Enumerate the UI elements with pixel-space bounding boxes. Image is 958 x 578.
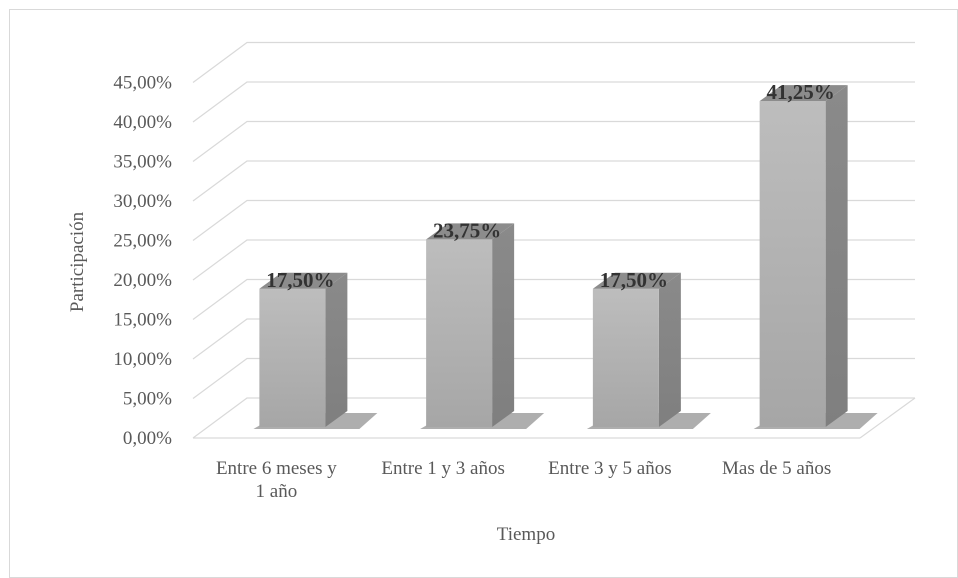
gridline (192, 199, 915, 241)
x-tick-label: Mas de 5 años (722, 458, 831, 479)
y-tick-label: 45,00% (113, 73, 172, 94)
bar-front (759, 101, 826, 427)
y-tick-label: 40,00% (113, 112, 172, 133)
bars (253, 85, 878, 429)
y-tick-label: 30,00% (113, 191, 172, 212)
data-label: 41,25% (767, 80, 835, 104)
y-tick-label: 35,00% (113, 152, 172, 173)
y-tick-label: 15,00% (113, 310, 172, 331)
bar-side (325, 272, 348, 427)
gridline (192, 41, 915, 83)
bar-top (259, 272, 348, 289)
y-tick-label: 10,00% (113, 349, 172, 370)
y-tick-label: 25,00% (113, 231, 172, 252)
floor-side-edge (859, 397, 916, 439)
bar-top (759, 85, 848, 102)
gridline (192, 318, 915, 360)
bar-front (592, 288, 659, 427)
bar-4 (753, 85, 878, 429)
bar-front (426, 239, 493, 427)
gridline (192, 357, 915, 399)
y-axis-title: Participación (67, 211, 88, 312)
bar-2 (420, 223, 545, 429)
data-labels: 17,50% 23,75% 17,50% 41,25% (266, 80, 835, 292)
bar-side (492, 223, 515, 427)
y-tick-label: 0,00% (123, 428, 172, 449)
gridlines (192, 41, 916, 439)
data-label: 23,75% (433, 218, 501, 242)
bar-1 (253, 272, 378, 429)
data-label: 17,50% (600, 268, 668, 292)
bar-top (426, 223, 515, 240)
gridline (192, 81, 915, 123)
bar-3 (586, 272, 711, 429)
y-axis-ticks: 0,00% 5,00% 10,00% 15,00% 20,00% 25,00% 30,00%… (113, 73, 172, 450)
bar-side (825, 85, 848, 427)
gridline (192, 239, 915, 281)
gridline (192, 397, 915, 439)
gridline (192, 160, 915, 202)
bar-front (259, 288, 326, 427)
gridline (192, 120, 915, 162)
x-tick-label: Entre 3 y 5 años (548, 458, 671, 479)
x-tick-label: Entre 1 y 3 años (381, 458, 504, 479)
gridline (192, 278, 915, 320)
bar-top (592, 272, 681, 289)
bar-side (658, 272, 681, 427)
y-tick-label: 5,00% (123, 389, 172, 410)
data-label: 17,50% (266, 268, 334, 292)
x-axis-title: Tiempo (497, 524, 555, 545)
y-tick-label: 20,00% (113, 270, 172, 291)
